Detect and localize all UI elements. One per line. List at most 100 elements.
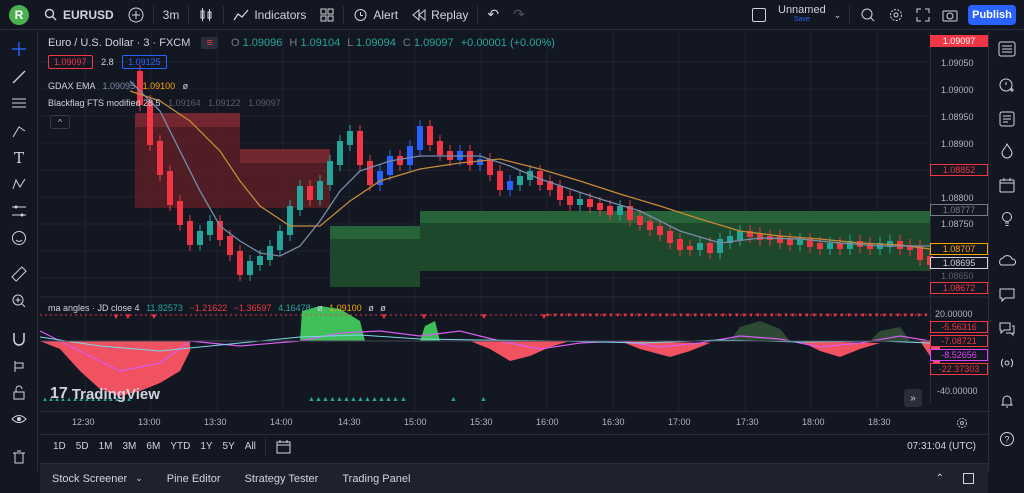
gear-icon[interactable] [888, 7, 904, 23]
settings-gear-icon[interactable] [956, 417, 968, 429]
redo-button[interactable]: ↷ [506, 0, 532, 30]
hotlists-icon[interactable] [997, 141, 1017, 161]
candle-body [147, 101, 153, 145]
chart-canvas[interactable]: ▼ ▼ ▼ ▼ ▼ ▼ ▼▼ ▼ ▼ ▼ ▼ ▼ ▼ ▼ ▼ ▼ ▼ ▼ ▼ ▼ ▼ ▼ ▼ ▼ ▼ ▼ ▼ ▼ ▼ ▼ ▼ ▼ ▼ ▼ ▼ ▼ ▼ ▼ ▼… [40, 31, 988, 433]
chart-pane[interactable]: ▼ ▼ ▼ ▼ ▼ ▼ ▼ ▼ ▼ ▼ ▼ ▼ ▼ ▼ ▼ ▼ ▼ ▼ ▼ ▼ ▼ ▼ ▼ ▼ ▼ ▼ ▼ ▼ ▼ ▼ ▼ ▼ ▼ ▼ ▼ ▼ ▼ ▼ ▼ ▼… [40, 31, 988, 433]
time-axis[interactable]: 12:30 13:00 13:30 14:00 14:30 15:00 15:3… [40, 411, 988, 433]
prediction-icon[interactable] [9, 201, 29, 221]
indicator-name[interactable]: Blackflag FTS modified 28 5 [48, 98, 161, 108]
camera-icon[interactable] [942, 8, 958, 22]
sell-marker: ▼ [769, 313, 775, 319]
pattern-icon[interactable] [9, 174, 29, 194]
indicator-name[interactable]: ma angles · JD close 4 [48, 303, 140, 313]
time-tick: 14:30 [338, 417, 361, 427]
chevron-down-icon[interactable]: ⌄ [135, 473, 143, 483]
lock-icon[interactable] [9, 383, 29, 403]
ohlc-open: 1.09096 [242, 37, 283, 49]
candle-body [667, 231, 673, 243]
eye-icon[interactable] [9, 409, 29, 429]
sell-marker: ▼ [881, 313, 887, 319]
layout-name-button[interactable]: Unnamed Save [778, 5, 826, 25]
chats-icon[interactable] [997, 285, 1017, 305]
compare-button[interactable] [121, 0, 151, 30]
ideas-lightbulb-icon[interactable] [997, 209, 1017, 229]
price-axis[interactable]: 1.09097 1.09050 1.09000 1.08950 1.08900 … [930, 31, 988, 297]
magnet-icon[interactable] [9, 329, 29, 349]
bid-price[interactable]: 1.09097 [48, 55, 93, 69]
alert-button[interactable]: Alert [346, 0, 405, 30]
legend-toggle[interactable]: ≡ [201, 37, 218, 49]
collapse-legend-button[interactable]: ^ [50, 115, 70, 129]
layout-status: Save [793, 16, 810, 23]
indicator-name[interactable]: GDAX EMA [48, 81, 96, 91]
crosshair-icon[interactable] [9, 39, 29, 59]
tab-strategy-tester[interactable]: Strategy Tester [233, 473, 331, 485]
range-button[interactable]: 3M [122, 441, 137, 452]
candle-body [187, 221, 193, 245]
tab-stock-screener[interactable]: Stock Screener ⌄ [40, 473, 155, 485]
range-button[interactable]: 6M [146, 441, 161, 452]
alerts-icon[interactable] [997, 75, 1017, 95]
lock-drawings-icon[interactable] [9, 356, 29, 376]
notifications-bell-icon[interactable] [997, 391, 1017, 411]
range-button[interactable]: YTD [170, 441, 191, 452]
sell-marker: ▼ [685, 313, 691, 319]
candle-body [317, 181, 323, 200]
trash-icon[interactable] [9, 447, 29, 467]
candle-body [577, 199, 583, 205]
emoji-icon[interactable] [9, 228, 29, 248]
fullscreen-icon[interactable] [916, 8, 930, 22]
calendar-icon[interactable] [997, 175, 1017, 195]
undo-button[interactable]: ↶ [480, 0, 506, 30]
horizontal-lines-icon[interactable] [9, 93, 29, 113]
candle-body [597, 203, 603, 210]
range-button[interactable]: 1M [98, 441, 113, 452]
sell-marker: ▼ [699, 313, 705, 319]
ruler-icon[interactable] [9, 264, 29, 284]
candle-body [707, 243, 713, 253]
data-window-icon[interactable] [997, 109, 1017, 129]
streams-icon[interactable] [997, 251, 1017, 271]
layout-checkbox-icon[interactable] [752, 8, 766, 22]
indicators-button[interactable]: Indicators [226, 0, 313, 30]
text-tool-icon[interactable]: T [13, 149, 24, 167]
redo-icon: ↷ [513, 6, 525, 22]
ask-price[interactable]: 1.09125 [122, 55, 167, 69]
interval-button[interactable]: 3m [162, 7, 180, 22]
trend-line-icon[interactable] [9, 67, 29, 87]
range-button[interactable]: 1Y [200, 441, 213, 452]
publish-button[interactable]: Publish [968, 5, 1016, 25]
user-avatar[interactable]: R [9, 4, 29, 25]
goto-date-calendar-icon[interactable] [276, 439, 292, 454]
chat-bubbles-icon[interactable] [997, 319, 1017, 339]
chevron-up-icon[interactable]: ⌃ [935, 473, 944, 484]
scroll-to-realtime-button[interactable]: » [904, 389, 922, 407]
range-button[interactable]: 5Y [222, 441, 235, 452]
clock-timezone[interactable]: 07:31:04 (UTC) [907, 441, 976, 452]
ohlc-o-label: O [230, 37, 240, 49]
watchlist-icon[interactable] [997, 39, 1017, 59]
maximize-panel-icon[interactable] [963, 473, 974, 484]
indicator-value: −1.21622 [189, 303, 228, 313]
range-button[interactable]: All [244, 441, 256, 452]
quick-search-icon[interactable] [860, 7, 876, 23]
pitchfork-icon[interactable] [9, 121, 29, 141]
broadcast-icon[interactable] [997, 353, 1017, 373]
help-icon[interactable]: ? [997, 429, 1017, 449]
oscillator-axis[interactable]: 20.00000 -5.56316 -7.08721 -8.52656 -22.… [930, 298, 988, 403]
candle-body [477, 159, 483, 165]
range-button[interactable]: 5D [75, 441, 89, 452]
templates-button[interactable] [313, 0, 341, 30]
sell-marker: ▼ [776, 313, 782, 319]
symbol-search-button[interactable]: EURUSD [37, 0, 121, 30]
chart-type-button[interactable] [191, 0, 221, 30]
range-button[interactable]: 1D [53, 441, 66, 452]
drawing-toolbar: T [0, 31, 38, 471]
sell-marker: ▼ [664, 313, 670, 319]
replay-button[interactable]: Replay [405, 0, 475, 30]
tab-pine-editor[interactable]: Pine Editor [155, 473, 233, 485]
tab-trading-panel[interactable]: Trading Panel [330, 473, 422, 485]
zoom-in-icon[interactable] [9, 291, 29, 311]
buy-marker: ▲ [78, 397, 84, 403]
chevron-down-icon[interactable]: ⌄ [833, 9, 842, 20]
